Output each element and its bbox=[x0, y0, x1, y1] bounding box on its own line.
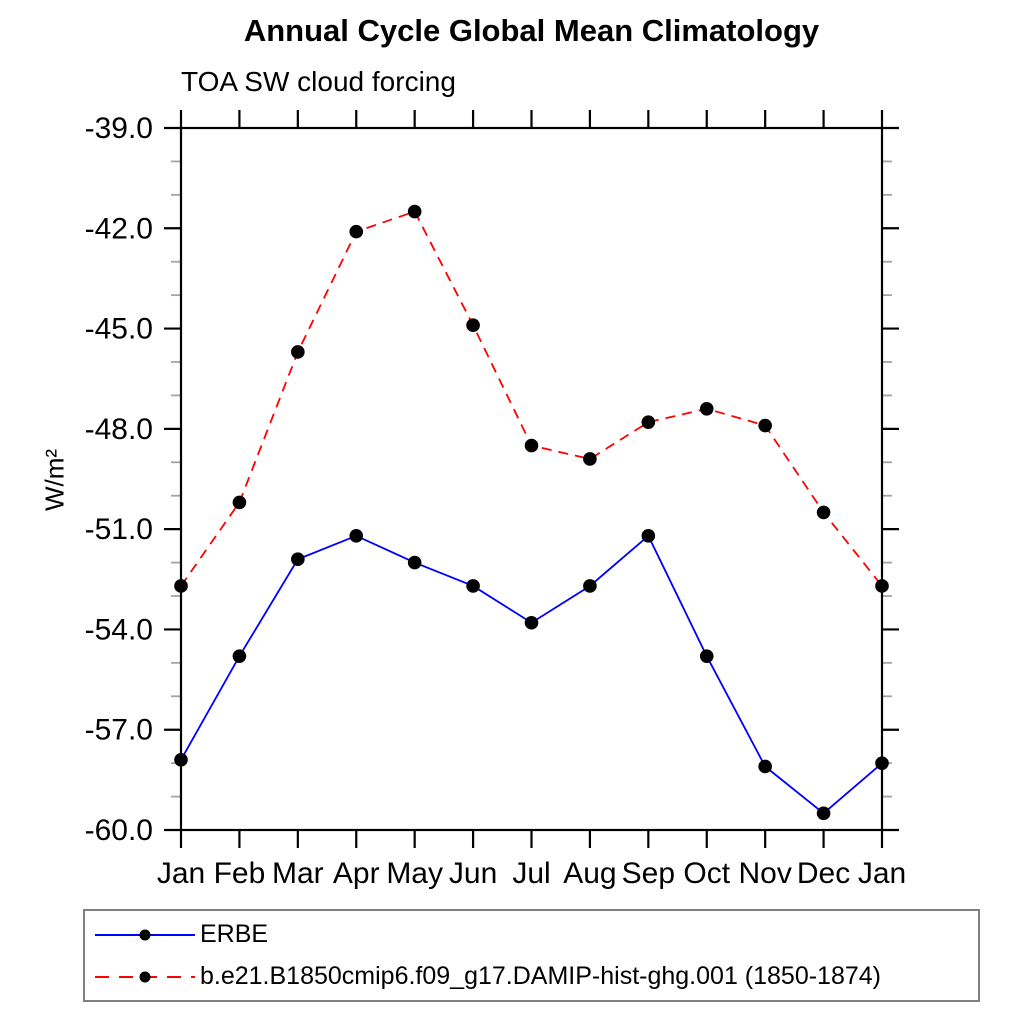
y-axis-tick-label: -39.0 bbox=[85, 112, 153, 145]
data-point-marker bbox=[232, 495, 247, 510]
legend-box: ERBE b.e21.B1850cmip6.f09_g17.DAMIP-hist… bbox=[83, 909, 980, 1002]
data-point-marker bbox=[641, 529, 656, 543]
data-point-marker bbox=[699, 402, 714, 416]
data-point-marker bbox=[232, 649, 247, 663]
y-axis-tick-label: -42.0 bbox=[85, 212, 153, 245]
x-axis-tick-label: Oct bbox=[683, 857, 730, 890]
y-axis-tick-label: -54.0 bbox=[85, 613, 153, 646]
data-point-marker bbox=[816, 806, 831, 821]
data-point-marker bbox=[349, 224, 364, 239]
y-axis-tick-label: -45.0 bbox=[85, 313, 153, 346]
legend-marker-dot bbox=[139, 971, 151, 982]
chart-subtitle: TOA SW cloud forcing bbox=[181, 66, 456, 97]
y-axis-tick-label: -51.0 bbox=[85, 513, 153, 546]
x-axis-tick-label: Sep bbox=[622, 857, 675, 890]
legend-sample-solid-blue bbox=[95, 929, 195, 940]
x-axis-tick-label: Jan bbox=[157, 857, 205, 890]
data-point-marker bbox=[174, 579, 188, 593]
data-point-marker bbox=[174, 753, 188, 767]
data-point-marker bbox=[291, 345, 305, 359]
series-line-1 bbox=[180, 210, 883, 587]
data-point-marker bbox=[875, 579, 889, 593]
data-point-marker bbox=[466, 579, 480, 593]
data-point-marker bbox=[758, 759, 772, 774]
data-point-marker bbox=[291, 552, 305, 567]
x-axis-tick-label: May bbox=[386, 857, 443, 890]
x-axis-tick-label: Mar bbox=[272, 857, 324, 890]
y-axis-tick-label: -60.0 bbox=[85, 814, 153, 847]
x-axis-tick-label: Nov bbox=[738, 857, 791, 890]
legend-marker-dot bbox=[139, 929, 151, 940]
data-point-marker bbox=[583, 579, 597, 593]
x-axis-tick-label: Jun bbox=[449, 857, 497, 890]
plot-frame bbox=[179, 126, 884, 832]
x-axis-tick-label: Feb bbox=[214, 857, 266, 890]
data-point-marker bbox=[524, 615, 539, 630]
x-axis-tick-label: Jan bbox=[858, 857, 906, 890]
data-point-marker bbox=[466, 318, 480, 333]
data-point-marker bbox=[349, 529, 364, 543]
data-point-marker bbox=[699, 649, 714, 663]
data-point-marker bbox=[583, 452, 597, 466]
data-point-marker bbox=[407, 204, 422, 219]
x-axis-tick-label: Apr bbox=[333, 857, 380, 890]
x-axis-tick-label: Aug bbox=[563, 857, 616, 890]
legend-label-model: b.e21.B1850cmip6.f09_g17.DAMIP-hist-ghg.… bbox=[200, 962, 881, 990]
data-point-marker bbox=[641, 415, 656, 429]
x-axis-tick-label: Jul bbox=[512, 857, 550, 890]
legend-sample-dashed-red bbox=[95, 971, 195, 982]
data-point-marker bbox=[816, 505, 831, 520]
legend-entry-model: b.e21.B1850cmip6.f09_g17.DAMIP-hist-ghg.… bbox=[90, 956, 978, 998]
data-point-marker bbox=[407, 555, 422, 570]
series-line-0 bbox=[180, 534, 883, 815]
chart-title: Annual Cycle Global Mean Climatology bbox=[243, 13, 820, 48]
legend-entry-erbe: ERBE bbox=[90, 914, 978, 956]
legend-label-erbe: ERBE bbox=[200, 920, 269, 948]
data-point-marker bbox=[875, 756, 889, 770]
data-point-marker bbox=[524, 438, 539, 453]
x-axis-tick-label: Dec bbox=[797, 857, 850, 890]
y-axis-tick-label: -48.0 bbox=[85, 413, 153, 446]
y-axis-tick-label: -57.0 bbox=[85, 714, 153, 747]
data-point-marker bbox=[758, 418, 772, 433]
